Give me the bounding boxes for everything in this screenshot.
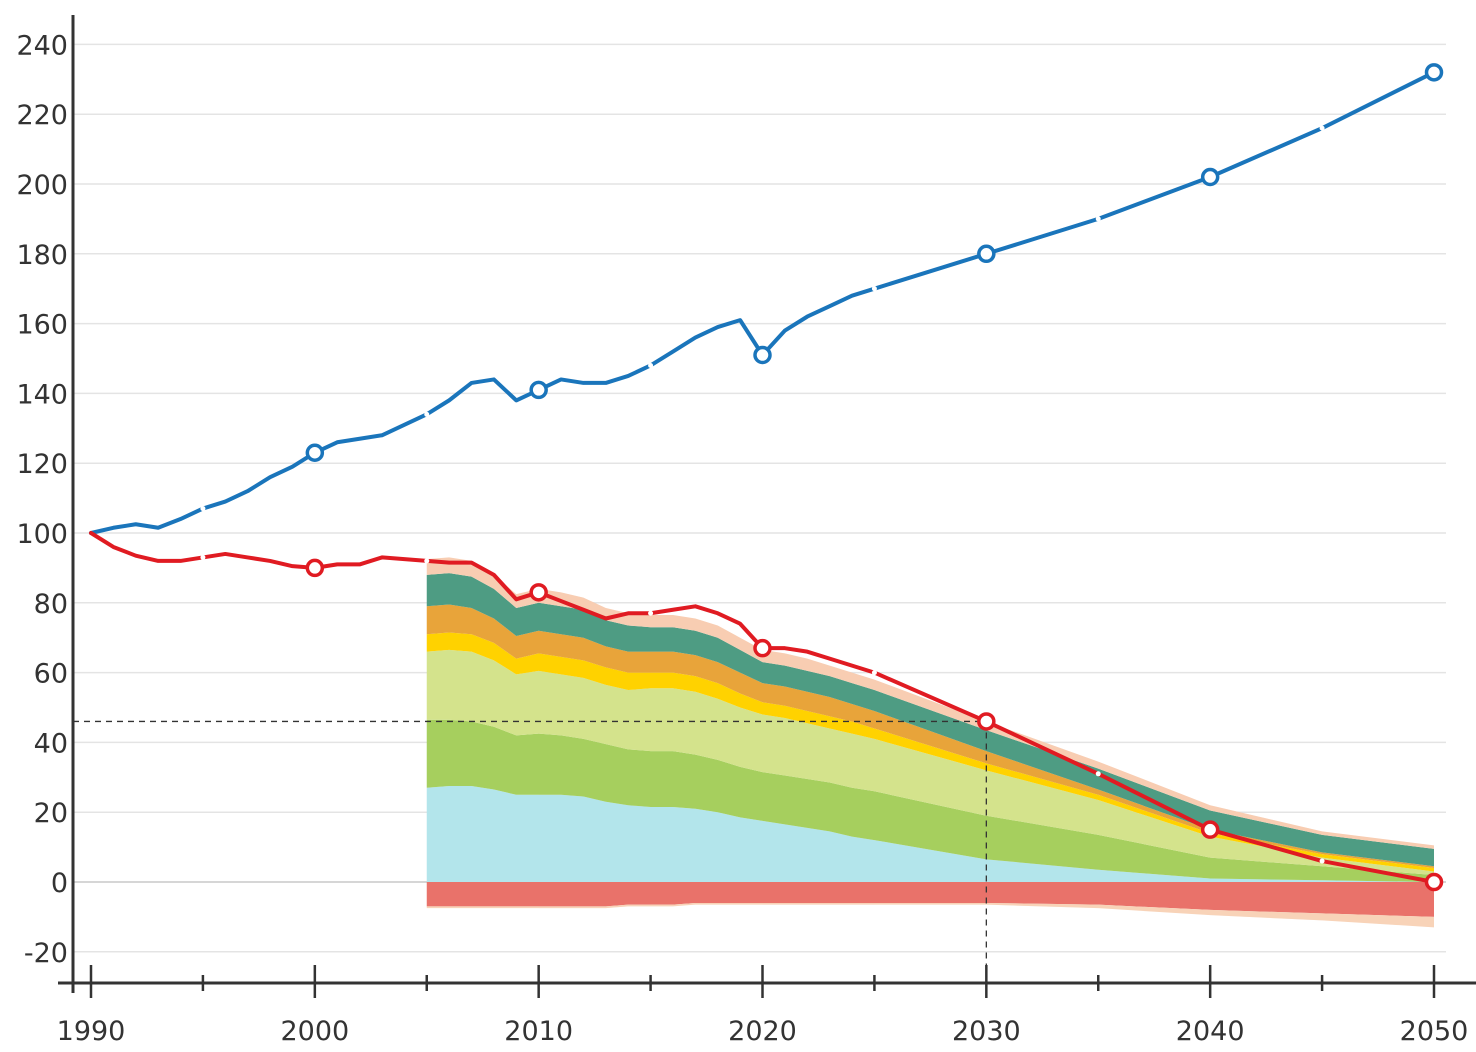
line-tick-dot [871, 286, 877, 292]
y-tick-label: 60 [34, 659, 68, 690]
y-tick-label: 80 [34, 589, 68, 620]
x-tick-label: 2050 [1400, 1016, 1469, 1047]
line-tick-dot [424, 558, 430, 564]
data-point [753, 638, 772, 658]
data-point [1200, 167, 1220, 187]
area-layer [426, 604, 1434, 869]
x-tick-label: 2030 [952, 1016, 1021, 1047]
line-tick-dot [648, 610, 654, 616]
y-tick-label: 40 [34, 728, 68, 759]
y-tick-label: -20 [24, 938, 68, 969]
data-point [529, 583, 548, 602]
x-tick-label: 2000 [280, 1016, 349, 1047]
data-point [977, 244, 996, 264]
area-layer [426, 632, 1434, 872]
y-axis-ticks: -20 0 20 40 60 80 100 120 140 160 180 200 220 240 [16, 30, 68, 968]
y-tick-label: 200 [16, 170, 68, 201]
x-tick-label: 1990 [57, 1016, 126, 1047]
data-point [305, 558, 325, 578]
area-layer-negative [426, 882, 1434, 917]
line-tick-dot [200, 554, 206, 560]
x-tick-label: 2040 [1176, 1016, 1245, 1047]
line-tick-dot [1095, 771, 1101, 777]
y-tick-label: 0 [51, 868, 68, 899]
data-point [1424, 63, 1444, 82]
area-layer [426, 719, 1434, 882]
line-tick-dot [1095, 216, 1101, 222]
line-tick-dot [1319, 858, 1325, 864]
x-axis-ticks: 1990 2000 2010 2020 2030 2040 2050 [57, 965, 1469, 1047]
axes [58, 15, 1476, 993]
y-tick-label: 240 [16, 30, 68, 61]
line-tick-dot [871, 670, 877, 676]
line-tick-dot [424, 411, 430, 417]
series-markers [305, 63, 1444, 892]
line-tick-dot [200, 506, 206, 512]
area-layer [426, 786, 1434, 882]
y-tick-label: 160 [16, 310, 68, 341]
area-layer [426, 649, 1434, 876]
y-tick-label: 20 [34, 798, 68, 829]
line-tick-dot [648, 362, 654, 368]
y-tick-label: 100 [16, 519, 68, 550]
area-layer [426, 557, 1434, 849]
y-tick-label: 140 [16, 379, 68, 410]
stacked-areas [426, 557, 1434, 928]
data-point [1200, 820, 1220, 839]
y-tick-label: 220 [16, 100, 68, 131]
area-layer-negative [426, 902, 1434, 928]
data-point [753, 345, 772, 365]
area-layer [426, 573, 1434, 867]
y-tick-label: 180 [16, 240, 68, 271]
data-point [529, 380, 548, 400]
reference-lines [73, 720, 987, 983]
data-point [977, 712, 996, 731]
data-point [305, 443, 325, 462]
data-point [1424, 872, 1444, 892]
x-tick-label: 2010 [504, 1016, 573, 1047]
y-tick-label: 120 [16, 449, 68, 480]
line-tick-dot [1319, 125, 1325, 131]
x-tick-label: 2020 [728, 1016, 797, 1047]
